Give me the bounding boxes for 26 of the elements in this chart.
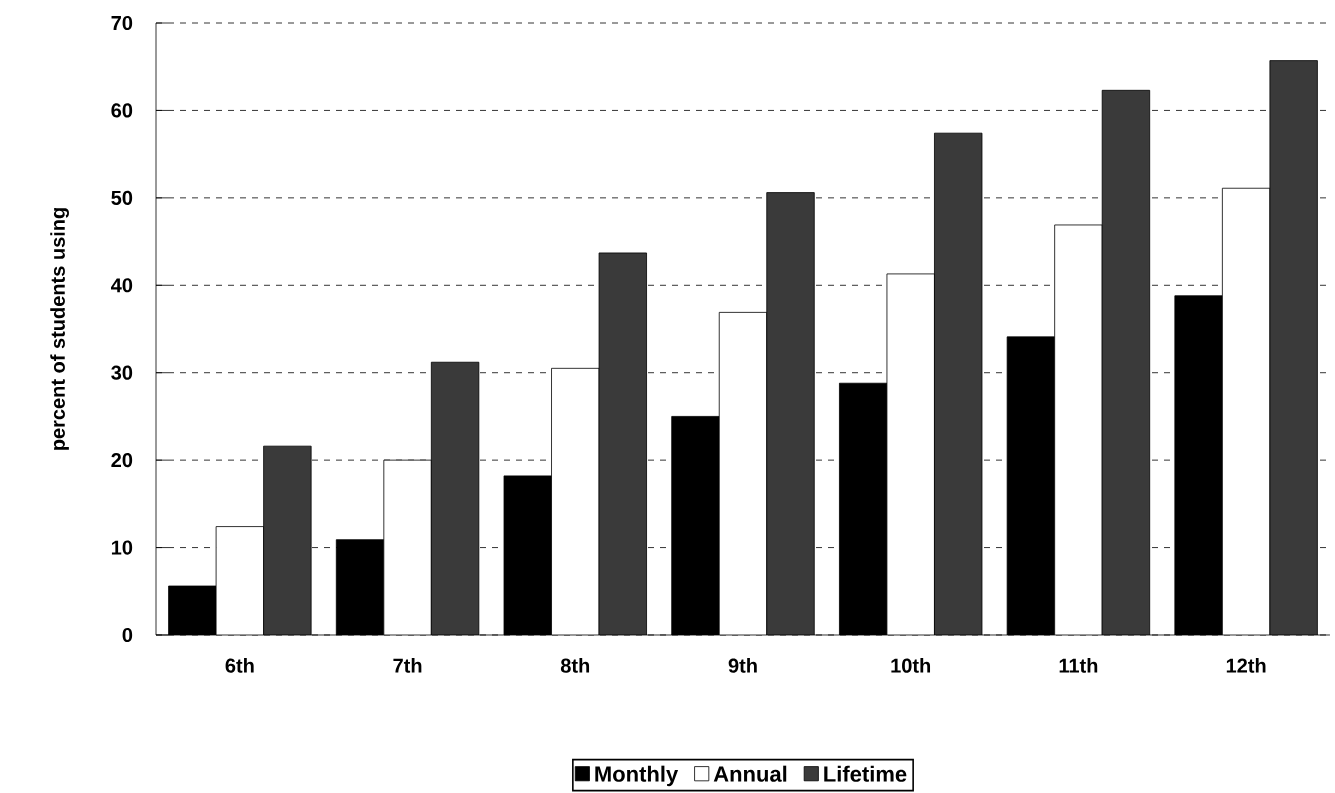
legend-label: Monthly xyxy=(595,765,679,787)
x-tick-label: 8th xyxy=(560,658,590,673)
y-tick-label: 10 xyxy=(111,540,133,555)
y-tick-label: 40 xyxy=(111,278,133,293)
x-tick-label: 10th xyxy=(891,658,931,673)
legend-label: Lifetime xyxy=(824,765,907,782)
y-tick-label: 20 xyxy=(111,453,133,468)
bar xyxy=(599,252,647,635)
bar xyxy=(263,446,312,635)
y-axis-title: percent of students using xyxy=(50,208,69,450)
x-tick-label: 12th xyxy=(1226,658,1266,673)
bar xyxy=(766,192,815,635)
legend-label: Annual xyxy=(713,765,787,782)
x-tick-label: 7th xyxy=(393,658,422,673)
x-tick-label: 6th xyxy=(225,658,254,673)
bar xyxy=(1269,60,1318,635)
bar xyxy=(431,362,479,635)
x-tick-label: 9th xyxy=(728,658,757,673)
y-tick-label: 0 xyxy=(122,627,133,643)
y-tick-label: 60 xyxy=(111,103,133,118)
y-tick-label: 30 xyxy=(111,365,133,380)
y-tick-label: 50 xyxy=(111,190,133,205)
bar xyxy=(934,133,982,635)
y-tick-label: 70 xyxy=(111,15,133,31)
x-tick-label: 11th xyxy=(1059,658,1098,673)
bar xyxy=(1102,90,1150,635)
